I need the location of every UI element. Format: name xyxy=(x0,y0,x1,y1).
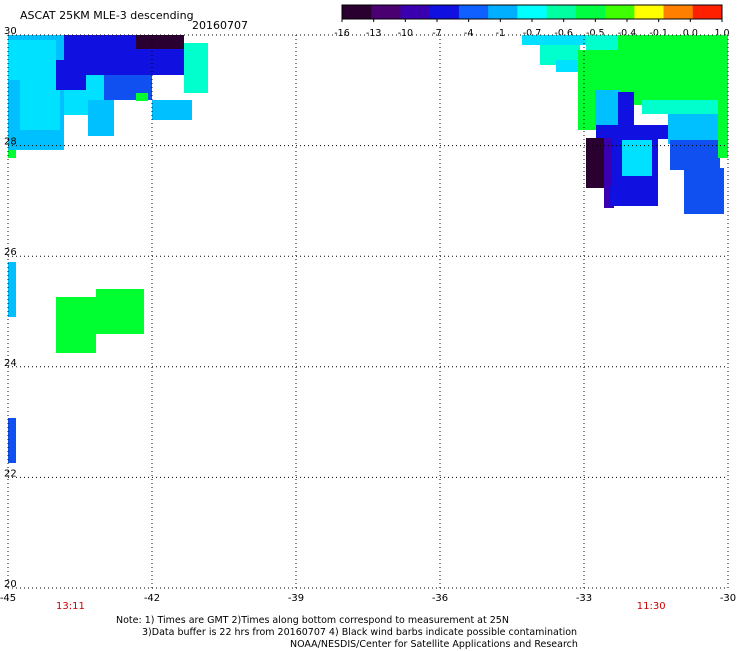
colorbar-tick-label: -0.4 xyxy=(618,28,637,39)
swath-cell xyxy=(522,35,622,45)
footnotes: Note: 1) Times are GMT 2)Times along bot… xyxy=(116,615,578,651)
colorbar-swatch xyxy=(429,5,460,19)
colorbar-tick-label: -10 xyxy=(398,28,414,39)
lon-tick-label: -39 xyxy=(288,593,304,604)
note-line-3: NOAA/NESDIS/Center for Satellite Applica… xyxy=(290,639,578,650)
colorbar-tick-label: -13 xyxy=(366,28,382,39)
lat-tick-label: 28 xyxy=(4,137,17,148)
swath-cell xyxy=(604,138,614,208)
swath-cell xyxy=(136,93,148,101)
swath-cell xyxy=(136,35,184,49)
lon-tick-label: -36 xyxy=(432,593,448,604)
colorbar-swatch xyxy=(400,5,431,19)
map-title: ASCAT 25KM MLE-3 descending xyxy=(20,9,194,22)
colorbar-swatch xyxy=(488,5,518,19)
colorbar-tick-label: -1 xyxy=(496,28,505,39)
colorbar-swatch xyxy=(546,5,577,19)
lon-tick-label: -30 xyxy=(720,593,736,604)
swath-cell xyxy=(596,125,668,139)
colorbar-swatch xyxy=(342,5,372,19)
note-line-2: 3)Data buffer is 22 hrs from 20160707 4)… xyxy=(142,627,578,638)
colorbar-tick-label: 0.0 xyxy=(683,28,698,39)
swath-cell xyxy=(718,100,728,158)
lat-tick-label: 30 xyxy=(4,26,17,37)
lat-tick-label: 22 xyxy=(4,468,17,479)
colorbar-tick-label: -0.5 xyxy=(586,28,605,39)
pass-time-label: 13:11 xyxy=(56,601,85,612)
lat-tick-label: 20 xyxy=(4,579,17,590)
colorbar-swatch xyxy=(458,5,489,19)
swath-cell xyxy=(96,289,144,334)
colorbar-tick-label: -16 xyxy=(334,28,350,39)
note-line-1: Note: 1) Times are GMT 2)Times along bot… xyxy=(116,615,509,626)
colorbar-tick-label: 1.0 xyxy=(714,28,729,39)
swath-cell xyxy=(8,150,16,158)
colorbar-swatch xyxy=(634,5,665,19)
lat-tick-label: 24 xyxy=(4,358,17,369)
swath-cell xyxy=(8,418,16,463)
colorbar-swatch xyxy=(371,5,401,19)
map-date: 20160707 xyxy=(192,19,248,32)
swath-cell xyxy=(56,297,96,353)
colorbar-tick-label: -7 xyxy=(432,28,441,39)
swath-cell xyxy=(8,262,16,317)
swath-cell xyxy=(184,43,208,93)
colorbar-swatch xyxy=(663,5,694,19)
swath-cell xyxy=(684,168,724,214)
swath-cell xyxy=(668,114,718,144)
colorbar-tick-label: -0.6 xyxy=(554,28,573,39)
pass-time-label: 11:30 xyxy=(637,601,666,612)
lon-tick-label: -33 xyxy=(576,593,592,604)
swath-cell xyxy=(56,60,86,90)
colorbar-swatch xyxy=(575,5,606,19)
colorbar-swatch xyxy=(692,5,723,19)
lat-tick-label: 26 xyxy=(4,247,17,258)
colorbar-tick-label: -4 xyxy=(464,28,473,39)
swath-cell xyxy=(152,100,192,120)
colorbar-swatch xyxy=(605,5,635,19)
swath-cell xyxy=(595,90,620,125)
swath-cell xyxy=(610,186,658,206)
colorbar-tick-label: -0.1 xyxy=(649,28,668,39)
swath-cell xyxy=(618,35,728,105)
swath-cell xyxy=(670,140,720,170)
swath-cell xyxy=(586,138,604,188)
swath-cell xyxy=(642,100,718,114)
lon-tick-label: -42 xyxy=(144,593,160,604)
lon-tick-label: -45 xyxy=(0,593,16,604)
swath-cell xyxy=(8,40,56,80)
swath-cell xyxy=(136,49,184,75)
swath-cell xyxy=(20,80,60,130)
colorbar-swatch xyxy=(517,5,548,19)
colorbar-tick-label: -0.7 xyxy=(523,28,542,39)
swath-cell xyxy=(88,100,114,136)
colorbar: -16 -13 -10 -7 -4 -1 -0.7 -0.6 -0.5 -0.4 -0.1 0.0 1.… xyxy=(334,4,730,39)
